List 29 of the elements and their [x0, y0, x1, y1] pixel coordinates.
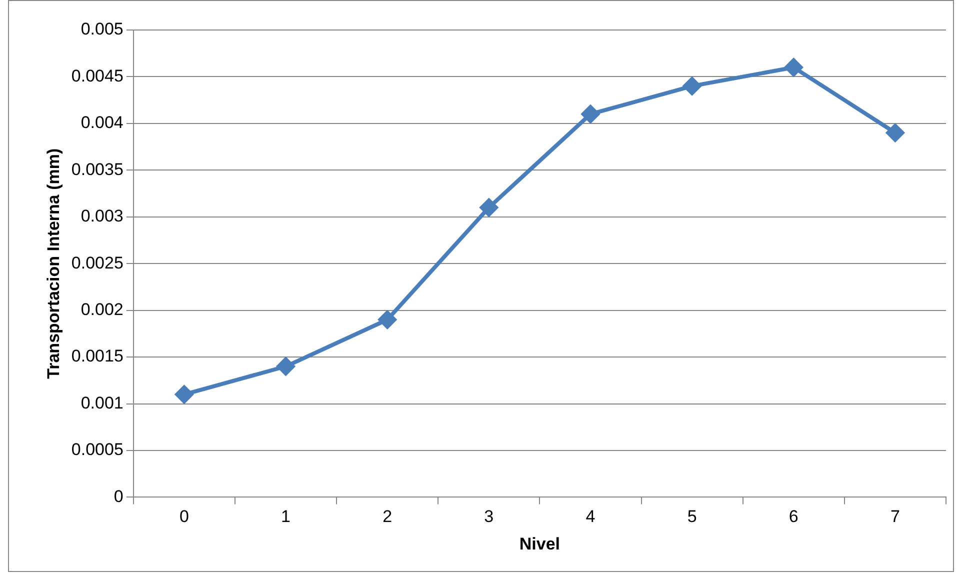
point: [581, 105, 600, 124]
x-tick-label: 2: [382, 507, 392, 526]
y-tick-label: 0.002: [80, 300, 124, 320]
x-tick-label: 4: [586, 507, 596, 526]
y-tick-label: 0: [114, 486, 124, 506]
x-tick-label: 3: [484, 507, 494, 526]
x-tick-label: 7: [890, 507, 900, 526]
x-tick-label: 5: [687, 507, 697, 526]
x-tick-label: 1: [281, 507, 290, 526]
y-axis-title: Transportacion Interna (mm): [44, 148, 63, 379]
y-tick-label: 0.0035: [71, 160, 124, 179]
x-tick-label: 6: [788, 507, 798, 526]
y-tick-label: 0.0005: [71, 440, 124, 460]
y-tick-label: 0.005: [80, 20, 124, 39]
point: [480, 198, 498, 217]
point: [276, 357, 295, 376]
y-tick-label: 0.0025: [71, 253, 124, 272]
y-tick-label: 0.0045: [71, 66, 124, 86]
point: [784, 58, 803, 76]
point: [378, 310, 396, 329]
x-tick-label: 0: [179, 507, 189, 526]
y-tick-label: 0.004: [80, 113, 124, 132]
point: [886, 124, 904, 142]
point: [175, 385, 194, 404]
y-tick-label: 0.0015: [71, 346, 124, 366]
y-tick-label: 0.001: [80, 393, 124, 412]
point: [683, 77, 702, 96]
x-axis-title: Nivel: [519, 534, 560, 554]
y-tick-label: 0.003: [80, 206, 124, 226]
